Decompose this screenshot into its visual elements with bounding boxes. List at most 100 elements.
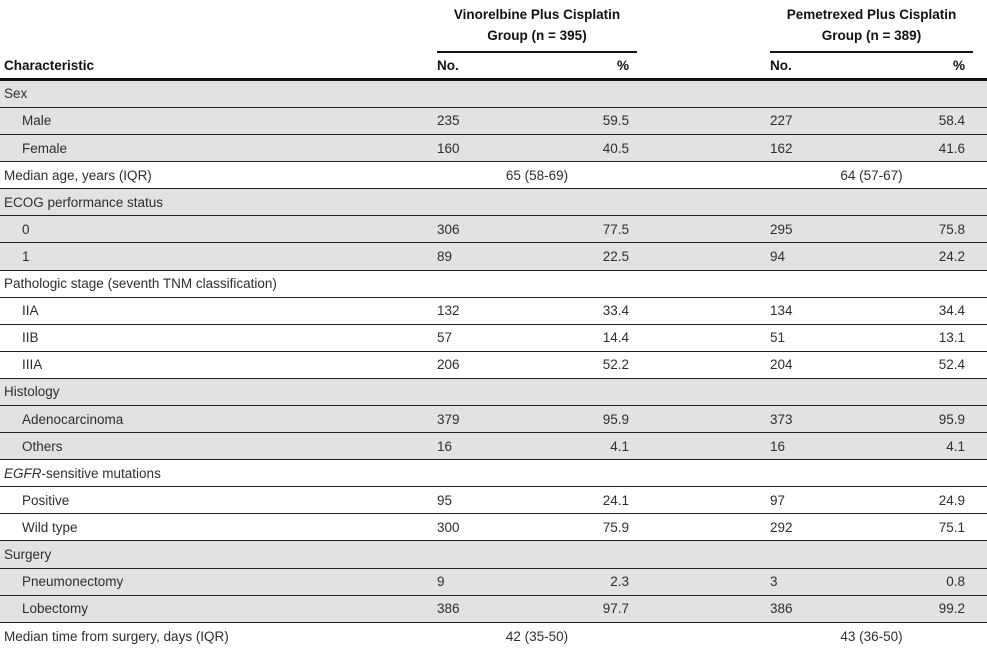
characteristic-cell: Surgery [4, 546, 52, 562]
group2-pct-cell: 34.4 [938, 303, 965, 319]
group2-title-line2: Group (n = 389) [821, 27, 922, 43]
group2-no-cell: 97 [770, 492, 786, 508]
characteristic-cell: Adenocarcinoma [22, 411, 124, 427]
section-row: Sex [0, 80, 987, 108]
group1-pct-cell: 4.1 [610, 438, 629, 454]
table-header: Vinorelbine Plus Cisplatin Group (n = 39… [0, 0, 987, 81]
group2-pct-cell: 52.4 [938, 357, 965, 373]
group1-value-cell: 42 (35-50) [505, 628, 569, 644]
characteristic-cell: Lobectomy [22, 601, 89, 617]
group2-pct-cell: 95.9 [938, 411, 965, 427]
group2-no-cell: 373 [770, 411, 793, 427]
group1-pct-cell: 2.3 [610, 574, 629, 590]
characteristic-cell: Wild type [22, 519, 78, 535]
group2-no-cell: 162 [770, 140, 793, 156]
group1-no-cell: 306 [437, 221, 460, 237]
section-row: ECOG performance status [0, 189, 987, 217]
group2-pct-cell: 24.2 [938, 248, 965, 264]
characteristic-cell: Sex [4, 86, 28, 102]
group2-no-cell: 134 [770, 303, 793, 319]
group1-pct-cell: 77.5 [602, 221, 629, 237]
group2-no-cell: 292 [770, 519, 793, 535]
group1-no-cell: 386 [437, 601, 460, 617]
data-row: Positive 95 24.1 97 24.9 [0, 487, 987, 515]
group2-pct-cell: 99.2 [938, 601, 965, 617]
characteristic-cell: Others [22, 438, 63, 454]
group1-pct-cell: 24.1 [602, 492, 629, 508]
characteristic-cell: 1 [22, 248, 30, 264]
group1-pct-cell: 59.5 [602, 113, 629, 129]
group1-no-cell: 160 [437, 140, 460, 156]
column-header-characteristic: Characteristic [4, 57, 95, 73]
group2-no-cell: 94 [770, 248, 786, 264]
section-row: EGFR-sensitive mutations [0, 460, 987, 488]
group1-no-cell: 89 [437, 248, 453, 264]
group1-title-line2: Group (n = 395) [487, 27, 587, 43]
data-row: Others 16 4.1 16 4.1 [0, 433, 987, 461]
group2-pct-cell: 24.9 [938, 492, 965, 508]
characteristic-cell: Positive [22, 492, 70, 508]
group1-pct-cell: 40.5 [602, 140, 629, 156]
group1-pct-cell: 95.9 [602, 411, 629, 427]
group2-no-cell: 295 [770, 221, 793, 237]
characteristic-cell: ECOG performance status [4, 194, 164, 210]
group1-no-cell: 379 [437, 411, 460, 427]
data-row: Male 235 59.5 227 58.4 [0, 107, 987, 136]
column-header-no-group1: No. [437, 57, 459, 73]
group1-pct-cell: 75.9 [602, 519, 629, 535]
section-row: Histology [0, 378, 987, 406]
group1-no-cell: 235 [437, 113, 460, 129]
characteristic-cell: Male [22, 113, 52, 129]
group1-value-cell: 65 (58-69) [505, 167, 569, 183]
group1-no-cell: 206 [437, 357, 460, 373]
group1-header: Vinorelbine Plus Cisplatin Group (n = 39… [437, 0, 637, 58]
group1-no-cell: 9 [437, 574, 445, 590]
characteristic-cell: Female [22, 140, 68, 156]
data-row: Lobectomy 386 97.7 386 99.2 [0, 595, 987, 623]
characteristic-cell: Pathologic stage (seventh TNM classifica… [4, 276, 277, 292]
group2-pct-cell: 75.1 [938, 519, 965, 535]
data-row: Wild type 300 75.9 292 75.1 [0, 514, 987, 542]
data-row: Female 160 40.5 162 41.6 [0, 135, 987, 163]
data-row: IIA 132 33.4 134 34.4 [0, 297, 987, 325]
group1-no-cell: 300 [437, 519, 460, 535]
group1-title-line1: Vinorelbine Plus Cisplatin [453, 7, 621, 22]
group2-pct-cell: 58.4 [938, 113, 965, 129]
group2-value-cell: 43 (36-50) [840, 628, 903, 644]
characteristic-label: -sensitive mutations [41, 465, 161, 481]
group1-no-cell: 132 [437, 303, 460, 319]
group2-no-cell: 227 [770, 113, 793, 129]
data-row: 1 89 22.5 94 24.2 [0, 243, 987, 271]
group1-pct-cell: 33.4 [602, 303, 629, 319]
group1-pct-cell: 22.5 [602, 248, 629, 264]
group2-no-cell: 51 [770, 330, 786, 346]
characteristic-cell: Pneumonectomy [22, 574, 124, 590]
group1-pct-cell: 52.2 [602, 357, 629, 373]
group1-pct-cell: 14.4 [602, 330, 629, 346]
characteristic-cell: IIA [22, 303, 39, 319]
characteristic-cell: IIB [22, 330, 39, 346]
group2-pct-cell: 41.6 [938, 140, 965, 156]
group1-no-cell: 95 [437, 492, 453, 508]
group1-no-cell: 57 [437, 330, 453, 346]
section-row: Pathologic stage (seventh TNM classifica… [0, 270, 987, 298]
group2-no-cell: 16 [770, 438, 786, 454]
median-row: Median age, years (IQR) 65 (58-69) 64 (57-… [0, 162, 987, 190]
data-row: Adenocarcinoma 379 95.9 373 95.9 [0, 405, 987, 434]
group2-no-cell: 3 [770, 574, 778, 590]
data-row: 0 306 77.5 295 75.8 [0, 216, 987, 244]
group2-pct-cell: 0.8 [946, 574, 965, 590]
group2-no-cell: 204 [770, 357, 793, 373]
data-row: IIB 57 14.4 51 13.1 [0, 324, 987, 352]
group2-title-line1: Pemetrexed Plus Cisplatin [786, 7, 957, 22]
characteristic-cell: 0 [22, 221, 30, 237]
group2-pct-cell: 75.8 [938, 221, 965, 237]
column-header-no-group2: No. [770, 57, 792, 73]
table-body: Sex Male 235 59.5 227 58.4 Female 160 40.5 162 41.… [0, 80, 987, 650]
group1-pct-cell: 97.7 [602, 601, 629, 617]
group2-header: Pemetrexed Plus Cisplatin Group (n = 389… [770, 0, 987, 58]
data-row: IIIA 206 52.2 204 52.4 [0, 351, 987, 379]
group2-pct-cell: 4.1 [946, 438, 965, 454]
characteristic-label-italic: EGFR [4, 465, 42, 481]
